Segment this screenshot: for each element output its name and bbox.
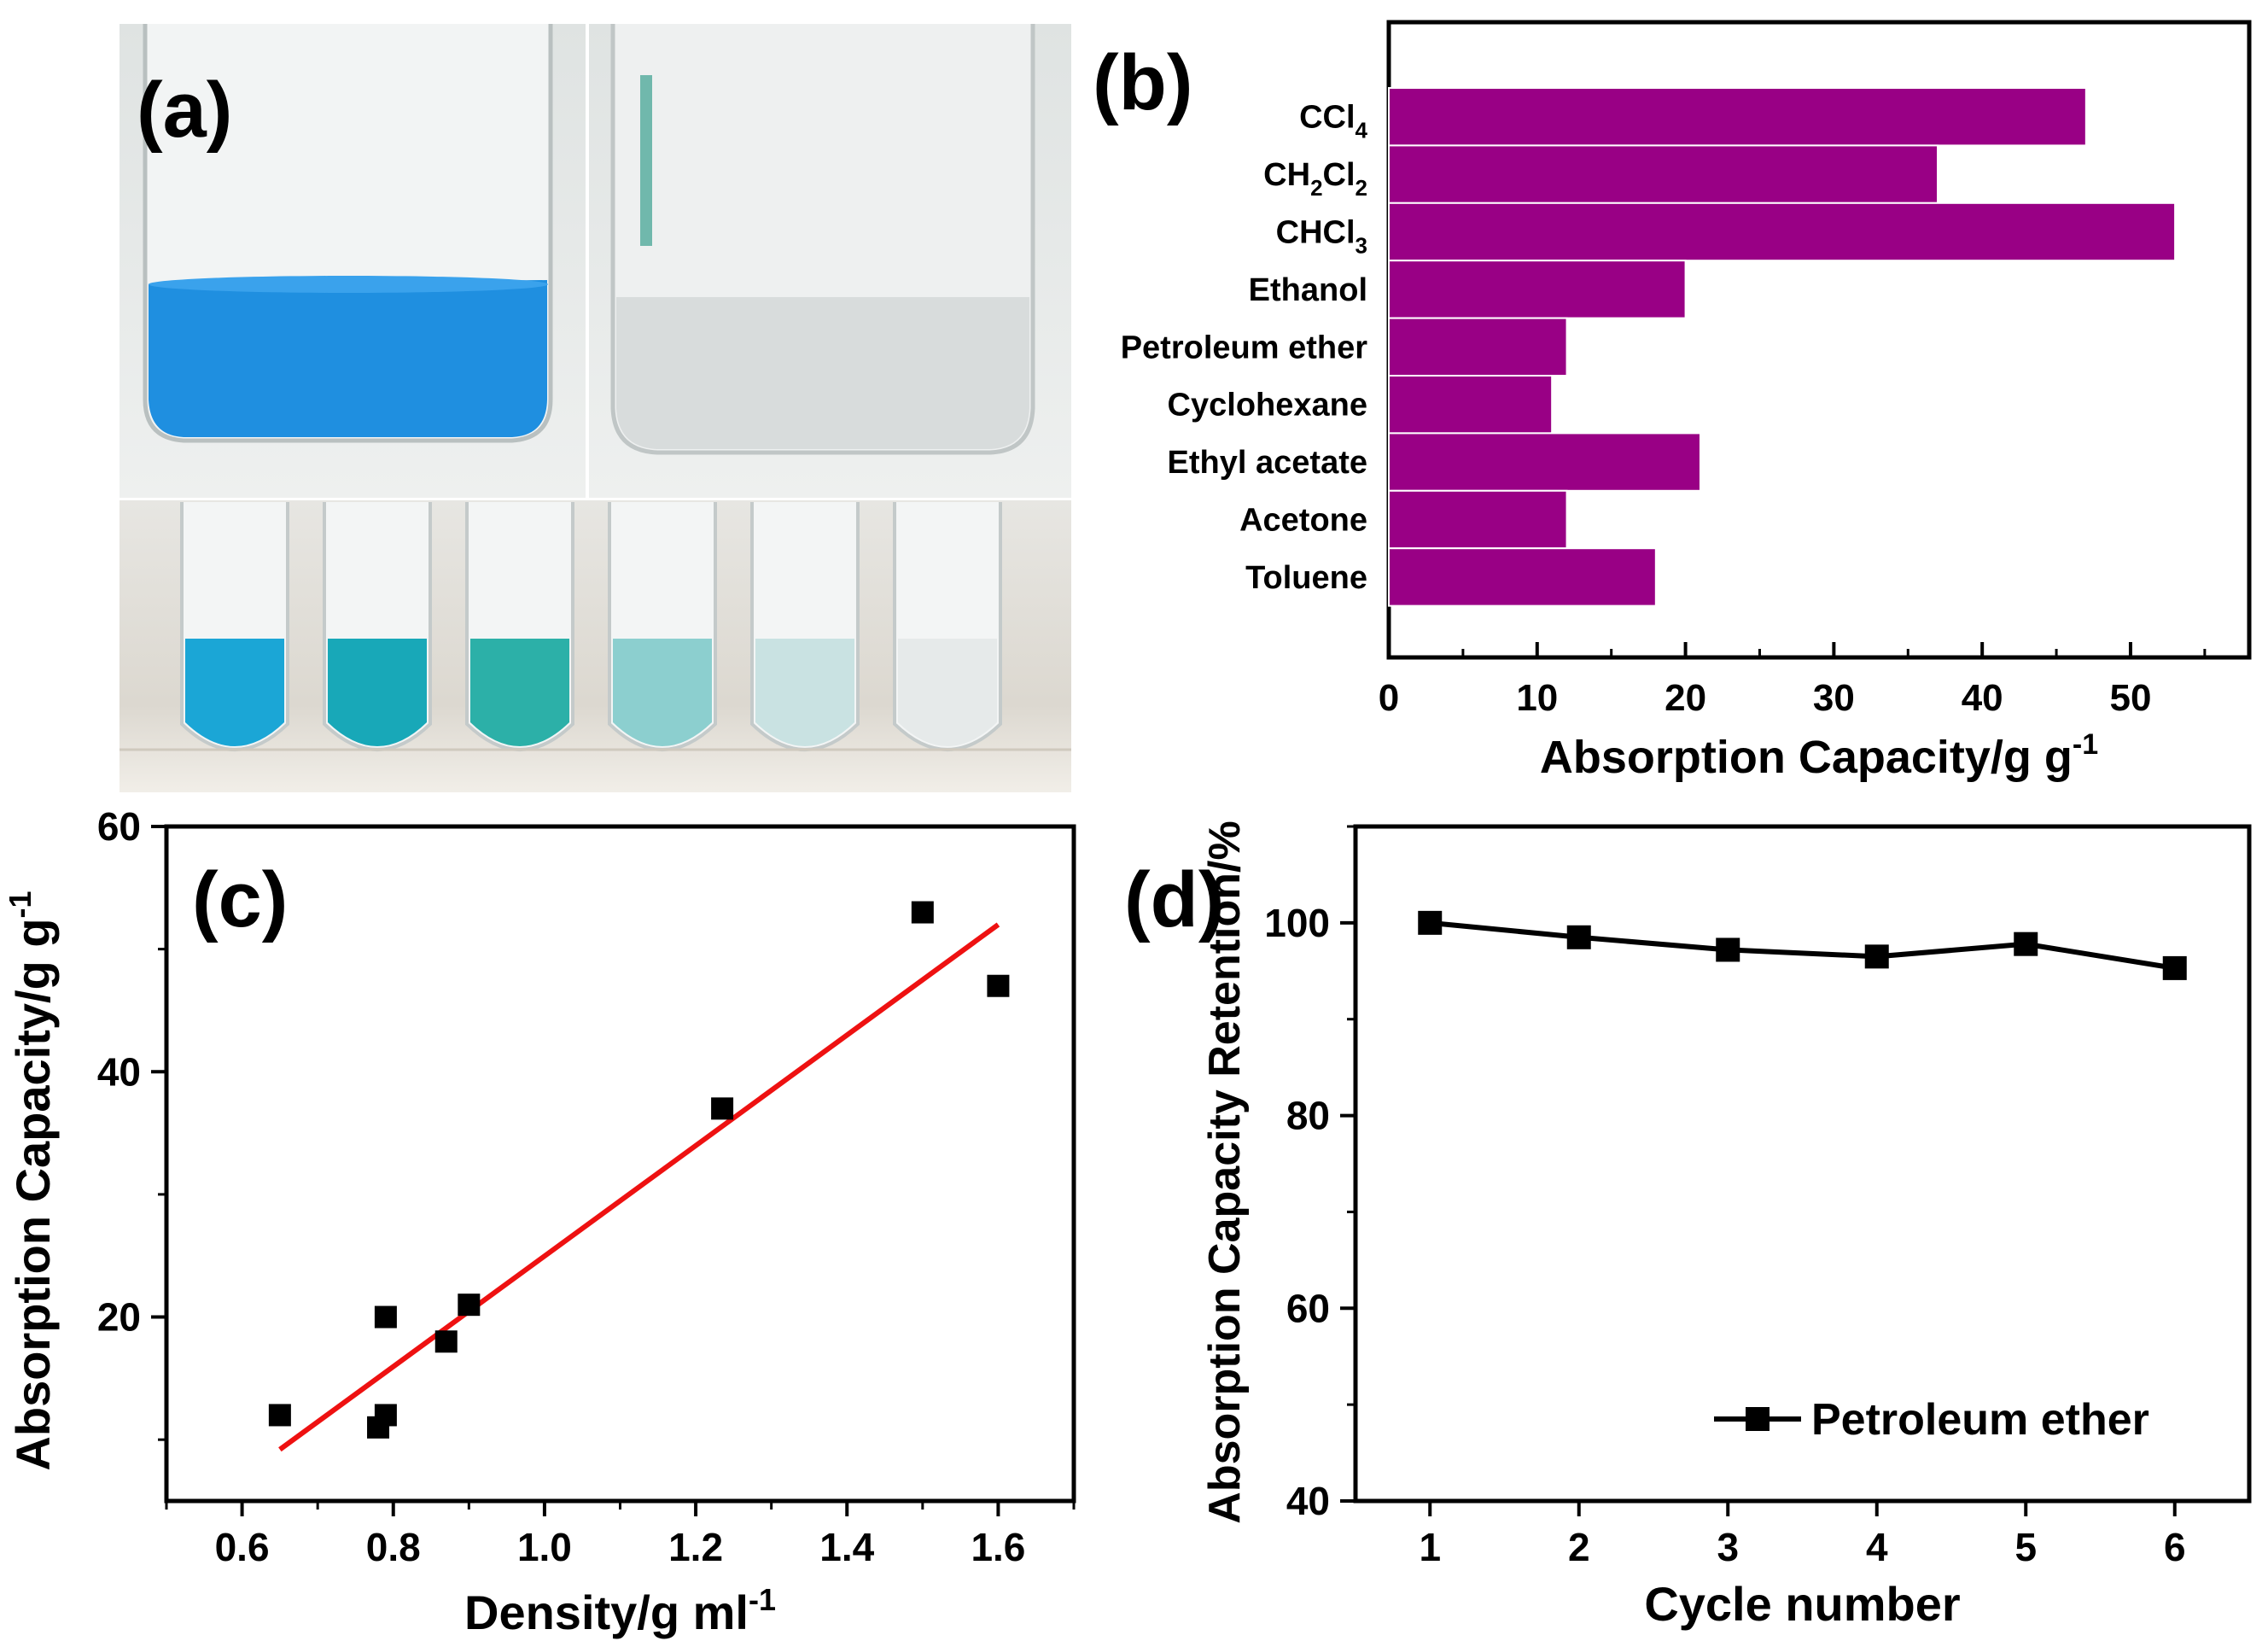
vial-liquid	[328, 639, 427, 746]
panel-label-c: (c)	[192, 856, 288, 943]
category-label: CHCl3	[1276, 215, 1367, 259]
vial-liquid	[613, 639, 712, 746]
x-axis-label: Absorption Capacity/g g-1	[1540, 728, 2098, 783]
x-axis-label: Density/g ml-1	[464, 1582, 776, 1639]
vial	[750, 502, 860, 751]
chart-c-frame	[164, 824, 1076, 1504]
bar-toluene	[1388, 547, 1657, 607]
x-tick-label: 0.6	[215, 1525, 270, 1569]
vial	[180, 502, 289, 751]
x-axis-label: Cycle number	[1644, 1577, 1960, 1631]
bar-ch2cl2	[1388, 144, 1939, 204]
x-tick-label: 1	[1419, 1525, 1441, 1569]
bar-petroleum-ether	[1388, 317, 1568, 377]
y-tick-label: 60	[97, 804, 141, 849]
x-tick-label: 40	[1962, 677, 2003, 719]
fit-line	[278, 922, 1000, 1452]
chart-d-cycle-retention: 1 2 3 4 5 6 40 60 80 100 Petroleum ether Cycle numb…	[1200, 820, 2252, 1631]
x-tick-label: 3	[1717, 1525, 1739, 1569]
y-tick-label: 40	[1286, 1479, 1330, 1523]
series-line-petroleum-ether	[1429, 920, 2176, 971]
y-axis-label: Absorption Capacity/g g-1	[3, 891, 60, 1470]
vial	[608, 502, 717, 751]
x-tick-label: 1.2	[668, 1525, 723, 1569]
y-axis-label: Absorption Capacity Retention/%	[1200, 820, 1250, 1523]
vials-row	[180, 502, 1002, 751]
y-tick-label: 80	[1286, 1094, 1330, 1138]
bar-ethyl-acetate	[1388, 432, 1701, 492]
data-point	[268, 1404, 291, 1427]
vial-liquid	[898, 639, 997, 746]
series-marker	[1418, 910, 1443, 935]
bar-ccl4	[1388, 87, 2087, 147]
x-tick-label: 10	[1516, 677, 1558, 719]
data-point	[374, 1404, 397, 1427]
panel-label-b: (b)	[1093, 39, 1192, 126]
panel-label-a: (a)	[137, 67, 232, 154]
beaker-left	[143, 24, 553, 443]
x-tick-label: 1.6	[971, 1525, 1025, 1569]
x-tick-label: 20	[1665, 677, 1706, 719]
vial-liquid	[470, 639, 569, 746]
category-label: CH2Cl2	[1263, 157, 1367, 201]
x-tick-label: 2	[1568, 1525, 1590, 1569]
category-label: Toluene	[1245, 560, 1367, 596]
series-marker	[1716, 937, 1740, 962]
data-point	[458, 1294, 481, 1317]
x-tick-label: 0.8	[366, 1525, 421, 1569]
bar-cyclohexane	[1388, 375, 1554, 435]
category-label: CCl4	[1299, 100, 1367, 143]
vial-liquid	[185, 639, 284, 746]
data-point	[374, 1305, 397, 1329]
x-tick-label: 6	[2164, 1525, 2186, 1569]
data-point	[434, 1330, 458, 1353]
data-point	[987, 974, 1010, 997]
x-tick-label: 1.0	[517, 1525, 572, 1569]
vial	[323, 502, 432, 751]
y-tick-label: 20	[97, 1295, 141, 1340]
x-tick-label: 50	[2109, 677, 2151, 719]
legend-label: Petroleum ether	[1811, 1395, 2149, 1445]
x-tick-label: 30	[1813, 677, 1855, 719]
y-tick-label: 60	[1286, 1286, 1330, 1330]
category-label: Ethyl acetate	[1168, 445, 1367, 481]
bar-acetone	[1388, 489, 1568, 550]
x-tick-label: 4	[1866, 1525, 1888, 1569]
category-label: Ethanol	[1249, 272, 1367, 308]
vial	[893, 502, 1002, 751]
bar-ethanol	[1388, 260, 1687, 319]
x-tick-label: 1.4	[819, 1525, 874, 1569]
x-tick-label: 5	[2014, 1525, 2037, 1569]
vial-liquid	[755, 639, 854, 746]
chart-b-absorption-by-solvent: CCl4 CH2Cl2 CHCl3 Ethanol Petroleum ether Cyc…	[1121, 20, 2252, 783]
data-point	[911, 901, 934, 924]
series-marker	[2162, 955, 2187, 980]
bar-chcl3	[1388, 201, 2177, 262]
y-tick-label: 100	[1264, 901, 1330, 945]
data-point	[711, 1097, 734, 1120]
chart-c-density-scatter: 0.6 0.8 1.0 1.2 1.4 1.6 20 40 60 Density/g ml-1 Ab…	[3, 804, 1076, 1639]
chart-d-frame	[1353, 824, 2252, 1504]
series-marker	[1566, 925, 1591, 949]
series-marker	[2014, 931, 2038, 956]
blue-liquid	[149, 280, 547, 437]
y-tick-label: 40	[97, 1049, 141, 1094]
category-label: Acetone	[1239, 503, 1367, 539]
series-marker	[1864, 944, 1889, 969]
x-tick-label: 0	[1379, 677, 1399, 719]
beaker-right	[610, 24, 1035, 455]
panel-label-d: (d)	[1124, 856, 1224, 943]
category-label: Petroleum ether	[1121, 330, 1368, 365]
legend-marker	[1746, 1407, 1770, 1431]
vial	[465, 502, 574, 751]
category-label: Cyclohexane	[1168, 388, 1367, 423]
photo-panel	[120, 24, 1071, 792]
clear-liquid	[616, 297, 1029, 449]
